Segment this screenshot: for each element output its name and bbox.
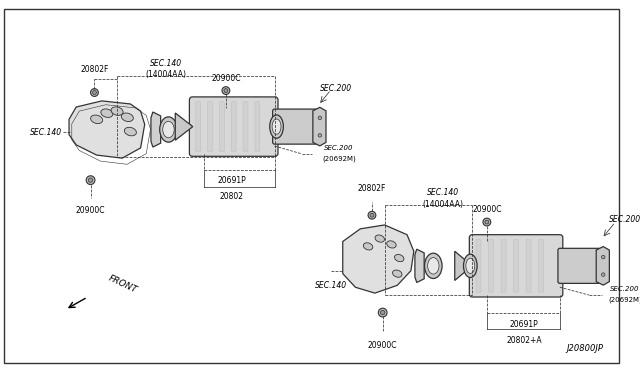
FancyBboxPatch shape: [231, 102, 236, 151]
Ellipse shape: [163, 121, 174, 138]
FancyBboxPatch shape: [220, 102, 224, 151]
Text: SEC.200: SEC.200: [320, 84, 352, 93]
Ellipse shape: [463, 254, 477, 278]
Ellipse shape: [485, 220, 489, 224]
FancyBboxPatch shape: [255, 102, 260, 151]
Ellipse shape: [394, 254, 404, 262]
Polygon shape: [343, 225, 414, 293]
Text: SEC.200: SEC.200: [611, 286, 640, 292]
Ellipse shape: [222, 87, 230, 94]
FancyBboxPatch shape: [539, 240, 543, 292]
Ellipse shape: [88, 178, 93, 182]
Text: 20802F: 20802F: [358, 185, 386, 193]
Ellipse shape: [387, 241, 396, 248]
Text: SEC.200: SEC.200: [609, 215, 640, 224]
Text: 20900C: 20900C: [211, 74, 241, 83]
Ellipse shape: [93, 90, 97, 94]
Polygon shape: [69, 101, 145, 158]
FancyBboxPatch shape: [501, 240, 506, 292]
Text: SEC.200: SEC.200: [324, 145, 354, 151]
Text: SEC.140: SEC.140: [427, 188, 459, 197]
Ellipse shape: [111, 107, 123, 115]
Text: 20900C: 20900C: [76, 206, 106, 215]
FancyBboxPatch shape: [526, 240, 531, 292]
FancyBboxPatch shape: [273, 109, 317, 144]
Ellipse shape: [368, 211, 376, 219]
Ellipse shape: [160, 117, 177, 142]
Ellipse shape: [602, 273, 605, 276]
FancyBboxPatch shape: [207, 102, 212, 151]
FancyBboxPatch shape: [514, 240, 518, 292]
Text: 20802F: 20802F: [80, 65, 109, 74]
Text: 20802+A: 20802+A: [506, 336, 541, 345]
Ellipse shape: [602, 255, 605, 259]
Text: 20691P: 20691P: [218, 176, 246, 185]
Ellipse shape: [375, 235, 385, 242]
Ellipse shape: [364, 243, 372, 250]
Ellipse shape: [381, 310, 385, 315]
Ellipse shape: [428, 258, 439, 274]
Ellipse shape: [392, 270, 402, 277]
FancyBboxPatch shape: [476, 240, 481, 292]
Ellipse shape: [122, 113, 133, 122]
FancyBboxPatch shape: [189, 97, 278, 156]
FancyBboxPatch shape: [488, 240, 493, 292]
Text: 20900C: 20900C: [368, 341, 397, 350]
Polygon shape: [455, 251, 472, 280]
Polygon shape: [175, 113, 193, 140]
Ellipse shape: [272, 119, 281, 134]
FancyBboxPatch shape: [196, 102, 201, 151]
Text: J20800JP: J20800JP: [567, 344, 604, 353]
Ellipse shape: [370, 213, 374, 217]
Ellipse shape: [86, 176, 95, 185]
Text: (14004AA): (14004AA): [145, 71, 186, 80]
Polygon shape: [415, 249, 424, 282]
Polygon shape: [151, 112, 161, 147]
FancyBboxPatch shape: [469, 235, 563, 297]
Ellipse shape: [269, 115, 284, 138]
Ellipse shape: [424, 253, 442, 279]
Ellipse shape: [483, 218, 491, 226]
Polygon shape: [313, 108, 326, 146]
Ellipse shape: [101, 109, 113, 118]
Ellipse shape: [466, 258, 475, 273]
Text: (14004AA): (14004AA): [422, 200, 463, 209]
Text: (20692M): (20692M): [608, 297, 640, 303]
Text: (20692M): (20692M): [322, 155, 356, 162]
Ellipse shape: [124, 127, 136, 136]
FancyBboxPatch shape: [243, 102, 248, 151]
Ellipse shape: [224, 89, 228, 93]
Ellipse shape: [318, 134, 322, 137]
Ellipse shape: [91, 115, 102, 124]
Polygon shape: [596, 247, 609, 285]
Text: 20691P: 20691P: [509, 320, 538, 329]
Ellipse shape: [318, 116, 322, 119]
Text: SEC.140: SEC.140: [315, 281, 347, 290]
Ellipse shape: [378, 308, 387, 317]
Text: SEC.140: SEC.140: [29, 128, 62, 137]
Text: 20802: 20802: [220, 192, 244, 201]
Ellipse shape: [90, 89, 99, 96]
Text: 20900C: 20900C: [472, 205, 502, 214]
Text: FRONT: FRONT: [107, 274, 139, 295]
FancyBboxPatch shape: [558, 248, 601, 283]
Text: SEC.140: SEC.140: [150, 59, 182, 68]
